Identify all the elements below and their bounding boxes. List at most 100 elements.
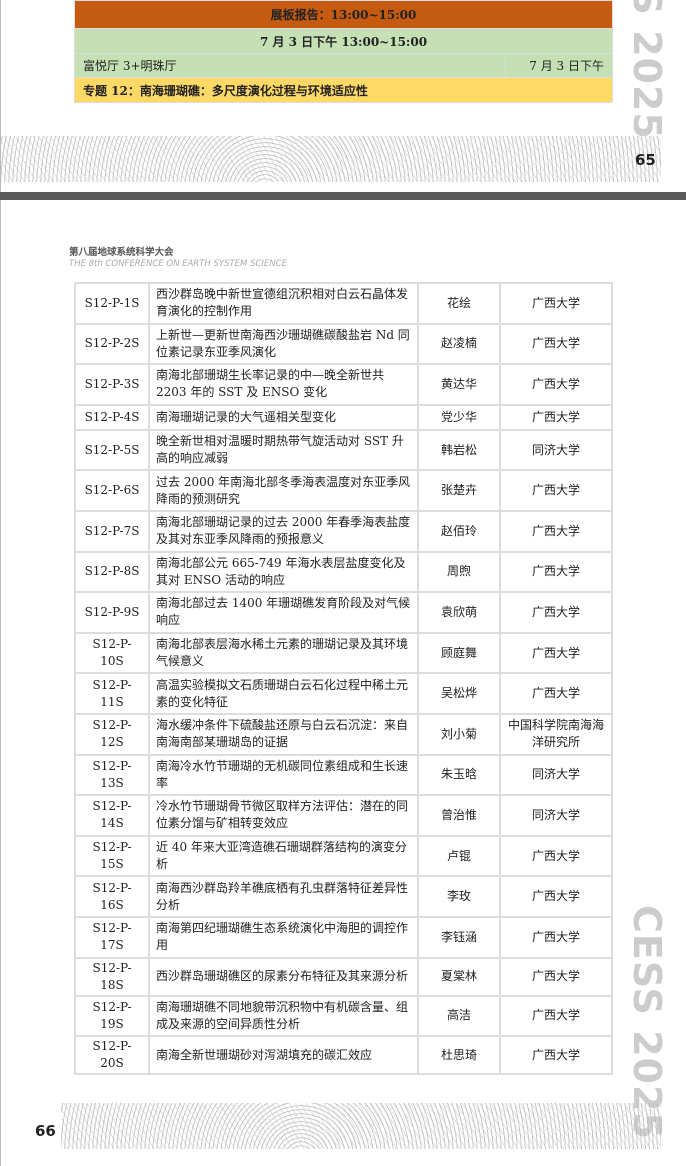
poster-affiliation: 广西大学 (499, 994, 613, 1038)
poster-title: 晚全新世相对温暖时期热带气旋活动对 SST 升高的响应减弱 (148, 428, 419, 472)
poster-affiliation: 同济大学 (499, 428, 613, 472)
table-row: S12-P-17S 南海第四纪珊瑚礁生态系统演化中海胆的调控作用 李钰涵 广西大学 (74, 915, 613, 959)
page-number: 66 (35, 1122, 56, 1140)
poster-author: 李玫 (417, 875, 501, 918)
poster-title: 南海西沙群岛羚羊礁底栖有孔虫群落特征差异性分析 (148, 875, 419, 918)
poster-author: 高洁 (417, 994, 501, 1038)
poster-title: 高温实验模拟文石质珊瑚白云石化过程中稀土元素的变化特征 (148, 672, 419, 715)
side-logo: CESS 2025 (625, 0, 669, 140)
poster-title: 海水缓冲条件下硫酸盐还原与白云石沉淀：来自南海南部某珊瑚岛的证据 (148, 712, 419, 756)
poster-code: S12-P-6S (74, 469, 150, 512)
poster-affiliation: 同济大学 (499, 794, 613, 837)
poster-title: 南海北部珊瑚记录的过去 2000 年春季海表盐度及其对东亚季风降雨的预报意义 (148, 509, 419, 553)
poster-title: 南海北部表层海水稀土元素的珊瑚记录及其环境气候意义 (148, 631, 419, 675)
poster-affiliation: 广西大学 (499, 875, 613, 918)
poster-title: 南海北部过去 1400 年珊瑚礁发育阶段及对气候响应 (148, 591, 419, 634)
venue-date: 7 月 3 日下午 (505, 53, 613, 78)
poster-author: 花绘 (417, 282, 501, 325)
poster-author: 黄达华 (417, 363, 501, 406)
page-65: 展板报告：13:00~15:00 7 月 3 日下午 13:00~15:00 富… (0, 0, 686, 192)
poster-affiliation: 广西大学 (499, 591, 613, 634)
poster-author: 卢锟 (417, 834, 501, 878)
poster-title: 南海北部珊瑚生长率记录的中—晚全新世共 2203 年的 SST 及 ENSO 变… (148, 363, 419, 406)
footer-decoration (1, 136, 661, 182)
poster-affiliation: 中国科学院南海海洋研究所 (499, 712, 613, 756)
table-row: S12-P-1S 西沙群岛晚中新世宣德组沉积相对白云石晶体发育演化的控制作用 花绘广… (74, 282, 613, 325)
poster-affiliation: 广西大学 (499, 469, 613, 512)
poster-author: 朱玉晗 (417, 753, 501, 797)
poster-title: 南海珊瑚礁不同地貌带沉积物中有机碳含量、组成及来源的空间异质性分析 (148, 994, 419, 1038)
poster-code: S12-P-4S (74, 403, 150, 431)
poster-code: S12-P-5S (74, 428, 150, 472)
poster-affiliation: 广西大学 (499, 956, 613, 997)
conference-name-en: THE 8th CONFERENCE ON EARTH SYSTEM SCIEN… (69, 259, 287, 269)
table-row: S12-P-12S 海水缓冲条件下硫酸盐还原与白云石沉淀：来自南海南部某珊瑚岛的证… (74, 712, 613, 756)
poster-code: S12-P-15S (74, 834, 150, 878)
poster-affiliation: 广西大学 (499, 1035, 613, 1076)
poster-code: S12-P-13S (74, 753, 150, 797)
poster-affiliation: 广西大学 (499, 550, 613, 594)
poster-affiliation: 广西大学 (499, 672, 613, 715)
poster-title: 南海第四纪珊瑚礁生态系统演化中海胆的调控作用 (148, 915, 419, 959)
poster-author: 赵凌楠 (417, 322, 501, 366)
poster-affiliation: 同济大学 (499, 753, 613, 797)
table-row: S12-P-9S 南海北部过去 1400 年珊瑚礁发育阶段及对气候响应 袁欣萌 广西大… (74, 591, 613, 634)
table-row: S12-P-15S 近 40 年来大亚湾造礁石珊瑚群落结构的演变分析 卢锟 广西大学 (74, 834, 613, 878)
poster-code: S12-P-7S (74, 509, 150, 553)
poster-code: S12-P-18S (74, 956, 150, 997)
session-table: 展板报告：13:00~15:00 7 月 3 日下午 13:00~15:00 富… (74, 0, 613, 103)
poster-author: 周煦 (417, 550, 501, 594)
poster-code: S12-P-12S (74, 712, 150, 756)
poster-code: S12-P-2S (74, 322, 150, 366)
table-row: S12-P-8S 南海北部公元 665-749 年海水表层盐度变化及其对 ENSO… (74, 550, 613, 594)
page-number: 65 (635, 151, 656, 169)
table-row: S12-P-20S 南海全新世珊瑚砂对泻湖填充的碳汇效应 杜思琦 广西大学 (74, 1035, 613, 1076)
poster-table: S12-P-1S 西沙群岛晚中新世宣德组沉积相对白云石晶体发育演化的控制作用 花绘广… (74, 282, 613, 1076)
poster-author: 党少华 (417, 403, 501, 431)
session-header: 展板报告：13:00~15:00 (74, 0, 613, 29)
poster-title: 南海北部公元 665-749 年海水表层盐度变化及其对 ENSO 活动的响应 (148, 550, 419, 594)
poster-title: 过去 2000 年南海北部冬季海表温度对东亚季风降雨的预测研究 (148, 469, 419, 512)
venue: 富悦厅 3+明珠厅 (74, 53, 506, 78)
table-row: S12-P-5S 晚全新世相对温暖时期热带气旋活动对 SST 升高的响应减弱 韩岩松… (74, 428, 613, 472)
table-row: S12-P-10S 南海北部表层海水稀土元素的珊瑚记录及其环境气候意义 顾庭舞 广西大… (74, 631, 613, 675)
poster-code: S12-P-14S (74, 794, 150, 837)
poster-affiliation: 广西大学 (499, 834, 613, 878)
poster-code: S12-P-11S (74, 672, 150, 715)
table-row: S12-P-6S 过去 2000 年南海北部冬季海表温度对东亚季风降雨的预测研究张… (74, 469, 613, 512)
table-row: S12-P-7S 南海北部珊瑚记录的过去 2000 年春季海表盐度及其对东亚季风降… (74, 509, 613, 553)
poster-title: 冷水竹节珊瑚骨节微区取样方法评估：潜在的同位素分馏与矿相转变效应 (148, 794, 419, 837)
table-row: S12-P-16S 南海西沙群岛羚羊礁底栖有孔虫群落特征差异性分析 李玫 广西大学 (74, 875, 613, 918)
topic-title: 专题 12：南海珊瑚礁：多尺度演化过程与环境适应性 (74, 77, 613, 103)
poster-code: S12-P-16S (74, 875, 150, 918)
table-row: S12-P-3S 南海北部珊瑚生长率记录的中—晚全新世共 2203 年的 SST … (74, 363, 613, 406)
poster-code: S12-P-8S (74, 550, 150, 594)
poster-author: 刘小菊 (417, 712, 501, 756)
poster-code: S12-P-9S (74, 591, 150, 634)
poster-author: 赵佰玲 (417, 509, 501, 553)
poster-affiliation: 广西大学 (499, 363, 613, 406)
poster-author: 韩岩松 (417, 428, 501, 472)
table-row: S12-P-2S 上新世—更新世南海西沙珊瑚礁碳酸盐岩 Nd 同位素记录东亚季风演… (74, 322, 613, 366)
poster-affiliation: 广西大学 (499, 509, 613, 553)
poster-title: 南海珊瑚记录的大气遥相关型变化 (148, 403, 419, 431)
table-row: S12-P-4S 南海珊瑚记录的大气遥相关型变化 党少华 广西大学 (74, 403, 613, 431)
poster-code: S12-P-20S (74, 1035, 150, 1076)
poster-code: S12-P-10S (74, 631, 150, 675)
poster-title: 西沙群岛珊瑚礁区的尿素分布特征及其来源分析 (148, 956, 419, 997)
poster-author: 杜思琦 (417, 1035, 501, 1076)
poster-title: 近 40 年来大亚湾造礁石珊瑚群落结构的演变分析 (148, 834, 419, 878)
poster-author: 袁欣萌 (417, 591, 501, 634)
table-row: S12-P-19S 南海珊瑚礁不同地貌带沉积物中有机碳含量、组成及来源的空间异质性… (74, 994, 613, 1038)
footer-decoration (61, 1103, 661, 1149)
poster-code: S12-P-17S (74, 915, 150, 959)
poster-author: 李钰涵 (417, 915, 501, 959)
poster-title: 南海全新世珊瑚砂对泻湖填充的碳汇效应 (148, 1035, 419, 1076)
table-row: S12-P-13S 南海冷水竹节珊瑚的无机碳同位素组成和生长速率 朱玉晗 同济大学 (74, 753, 613, 797)
poster-code: S12-P-3S (74, 363, 150, 406)
table-row: S12-P-11S 高温实验模拟文石质珊瑚白云石化过程中稀土元素的变化特征 吴松烨广… (74, 672, 613, 715)
poster-author: 曾治惟 (417, 794, 501, 837)
table-row: S12-P-18S 西沙群岛珊瑚礁区的尿素分布特征及其来源分析 夏棠林 广西大学 (74, 956, 613, 997)
table-row: S12-P-14S 冷水竹节珊瑚骨节微区取样方法评估：潜在的同位素分馏与矿相转变效… (74, 794, 613, 837)
poster-author: 夏棠林 (417, 956, 501, 997)
